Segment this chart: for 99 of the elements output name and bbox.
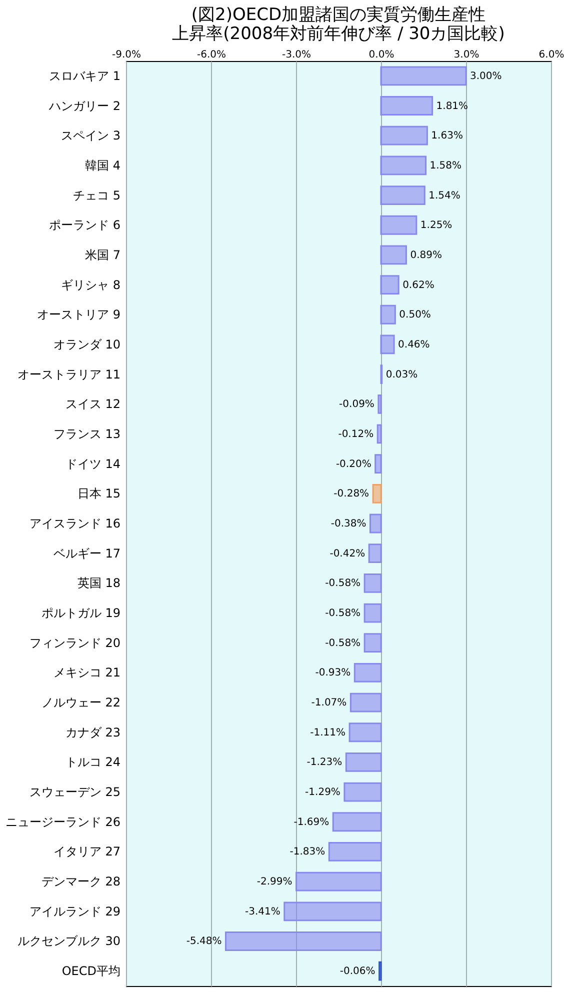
bar bbox=[380, 304, 396, 324]
data-label: -5.48% bbox=[186, 936, 222, 948]
bar bbox=[380, 96, 434, 116]
data-label: -0.09% bbox=[339, 399, 374, 410]
bar bbox=[332, 812, 382, 832]
bar bbox=[380, 156, 427, 176]
bar bbox=[348, 722, 382, 742]
bar bbox=[380, 275, 400, 294]
data-label: -2.99% bbox=[256, 876, 292, 888]
y-tick-label: チェコ 5 bbox=[73, 188, 120, 202]
y-tick-label: 米国 7 bbox=[85, 248, 120, 262]
data-label: -1.29% bbox=[305, 787, 340, 798]
y-tick-label: カナダ 23 bbox=[65, 725, 120, 740]
data-label: -0.58% bbox=[325, 608, 361, 620]
data-label: 0.50% bbox=[399, 310, 431, 321]
y-tick-label: ニュージーランド 26 bbox=[5, 814, 120, 829]
y-tick-label: ルクセンブルク 30 bbox=[17, 934, 120, 948]
data-label: -1.07% bbox=[311, 698, 347, 709]
bar bbox=[378, 394, 382, 414]
y-tick-label: スロバキア 1 bbox=[49, 68, 120, 83]
bar bbox=[372, 484, 382, 504]
bar bbox=[345, 752, 382, 772]
x-tick-label: -6.0% bbox=[196, 50, 226, 60]
data-label: -1.23% bbox=[306, 757, 342, 768]
y-tick-label: アイルランド 29 bbox=[29, 904, 120, 918]
data-label: 0.62% bbox=[402, 280, 434, 291]
bar bbox=[354, 662, 382, 682]
bar bbox=[364, 573, 382, 593]
bar bbox=[364, 633, 382, 653]
bar bbox=[284, 902, 382, 922]
x-tick-label: -3.0% bbox=[282, 50, 312, 60]
bar bbox=[374, 454, 382, 474]
data-label: -0.93% bbox=[315, 668, 351, 679]
bar bbox=[328, 842, 382, 862]
y-tick-label: オランダ 10 bbox=[53, 337, 120, 352]
bar bbox=[344, 782, 382, 802]
y-tick-label: ポーランド 6 bbox=[49, 218, 120, 232]
y-tick-label: 英国 18 bbox=[77, 576, 120, 590]
y-tick-label: スウェーデン 25 bbox=[29, 785, 120, 800]
data-label: -0.38% bbox=[330, 518, 366, 530]
data-label: -0.12% bbox=[338, 428, 374, 440]
text: (図2)OECD加盟諸国の実質労働生産性 bbox=[191, 5, 486, 25]
data-label: -0.20% bbox=[336, 458, 372, 470]
y-tick-label: オーストリア 9 bbox=[37, 308, 120, 322]
y-tick-label: ハンガリー 2 bbox=[48, 98, 120, 113]
bar bbox=[296, 872, 382, 892]
bar bbox=[380, 66, 467, 86]
y-tick-label: トルコ 24 bbox=[65, 755, 120, 770]
data-label: 3.00% bbox=[470, 70, 502, 82]
data-label: -1.69% bbox=[294, 816, 330, 828]
data-label: -3.41% bbox=[244, 906, 280, 918]
data-label: -0.42% bbox=[330, 548, 366, 560]
data-label: 1.25% bbox=[420, 220, 452, 232]
bar bbox=[380, 126, 428, 146]
y-tick-label: ドイツ 14 bbox=[65, 456, 120, 471]
bar bbox=[368, 544, 382, 564]
data-label: -0.06% bbox=[340, 966, 376, 978]
y-tick-label: メキシコ 21 bbox=[53, 666, 120, 680]
x-tick-label: 6.0% bbox=[538, 50, 564, 60]
y-tick-label: 日本 15 bbox=[77, 486, 120, 501]
data-label: -0.58% bbox=[325, 578, 361, 590]
data-label: 0.89% bbox=[410, 250, 442, 261]
bar bbox=[380, 245, 407, 265]
bar bbox=[350, 692, 382, 712]
bar bbox=[376, 424, 382, 444]
data-label: -0.28% bbox=[334, 488, 370, 500]
text: 上昇率(2008年対前年伸び率 / 30カ国比較) bbox=[172, 24, 505, 44]
y-tick-label: フランス 13 bbox=[53, 426, 120, 441]
y-tick-label: デンマーク 28 bbox=[41, 874, 120, 889]
bar bbox=[224, 932, 382, 951]
y-tick-label: オーストラリア 11 bbox=[17, 367, 120, 382]
data-label: 0.46% bbox=[398, 339, 430, 350]
y-tick-label: スペイン 3 bbox=[61, 128, 120, 143]
bar bbox=[380, 334, 395, 354]
x-tick-label: -9.0% bbox=[112, 50, 142, 60]
y-tick-label: 韓国 4 bbox=[85, 158, 120, 172]
bar bbox=[369, 514, 382, 534]
y-tick-label: ベルギー 17 bbox=[53, 546, 120, 560]
data-label: 0.03% bbox=[386, 369, 418, 380]
bar bbox=[364, 603, 382, 623]
y-tick-label: アイスランド 16 bbox=[29, 516, 120, 530]
data-label: -1.83% bbox=[290, 846, 326, 858]
data-label: -1.11% bbox=[310, 727, 346, 738]
data-label: -0.58% bbox=[325, 638, 361, 649]
data-label: 1.58% bbox=[430, 160, 462, 172]
y-tick-label: OECD平均 bbox=[62, 964, 120, 978]
data-label: 1.63% bbox=[431, 130, 463, 142]
y-tick-label: フィンランド 20 bbox=[29, 636, 120, 650]
y-tick-label: ギリシャ 8 bbox=[61, 278, 120, 292]
bar bbox=[380, 215, 418, 235]
data-label: 1.54% bbox=[428, 190, 460, 202]
y-tick-label: ポルトガル 19 bbox=[41, 606, 120, 620]
x-tick-label: 0.0% bbox=[368, 50, 394, 60]
y-tick-label: ノルウェー 22 bbox=[41, 696, 120, 710]
y-tick-label: イタリア 27 bbox=[53, 844, 120, 859]
y-tick-label: スイス 12 bbox=[65, 397, 120, 412]
x-tick-label: 3.0% bbox=[454, 50, 480, 60]
bar bbox=[380, 186, 426, 205]
data-label: 1.81% bbox=[436, 100, 468, 112]
